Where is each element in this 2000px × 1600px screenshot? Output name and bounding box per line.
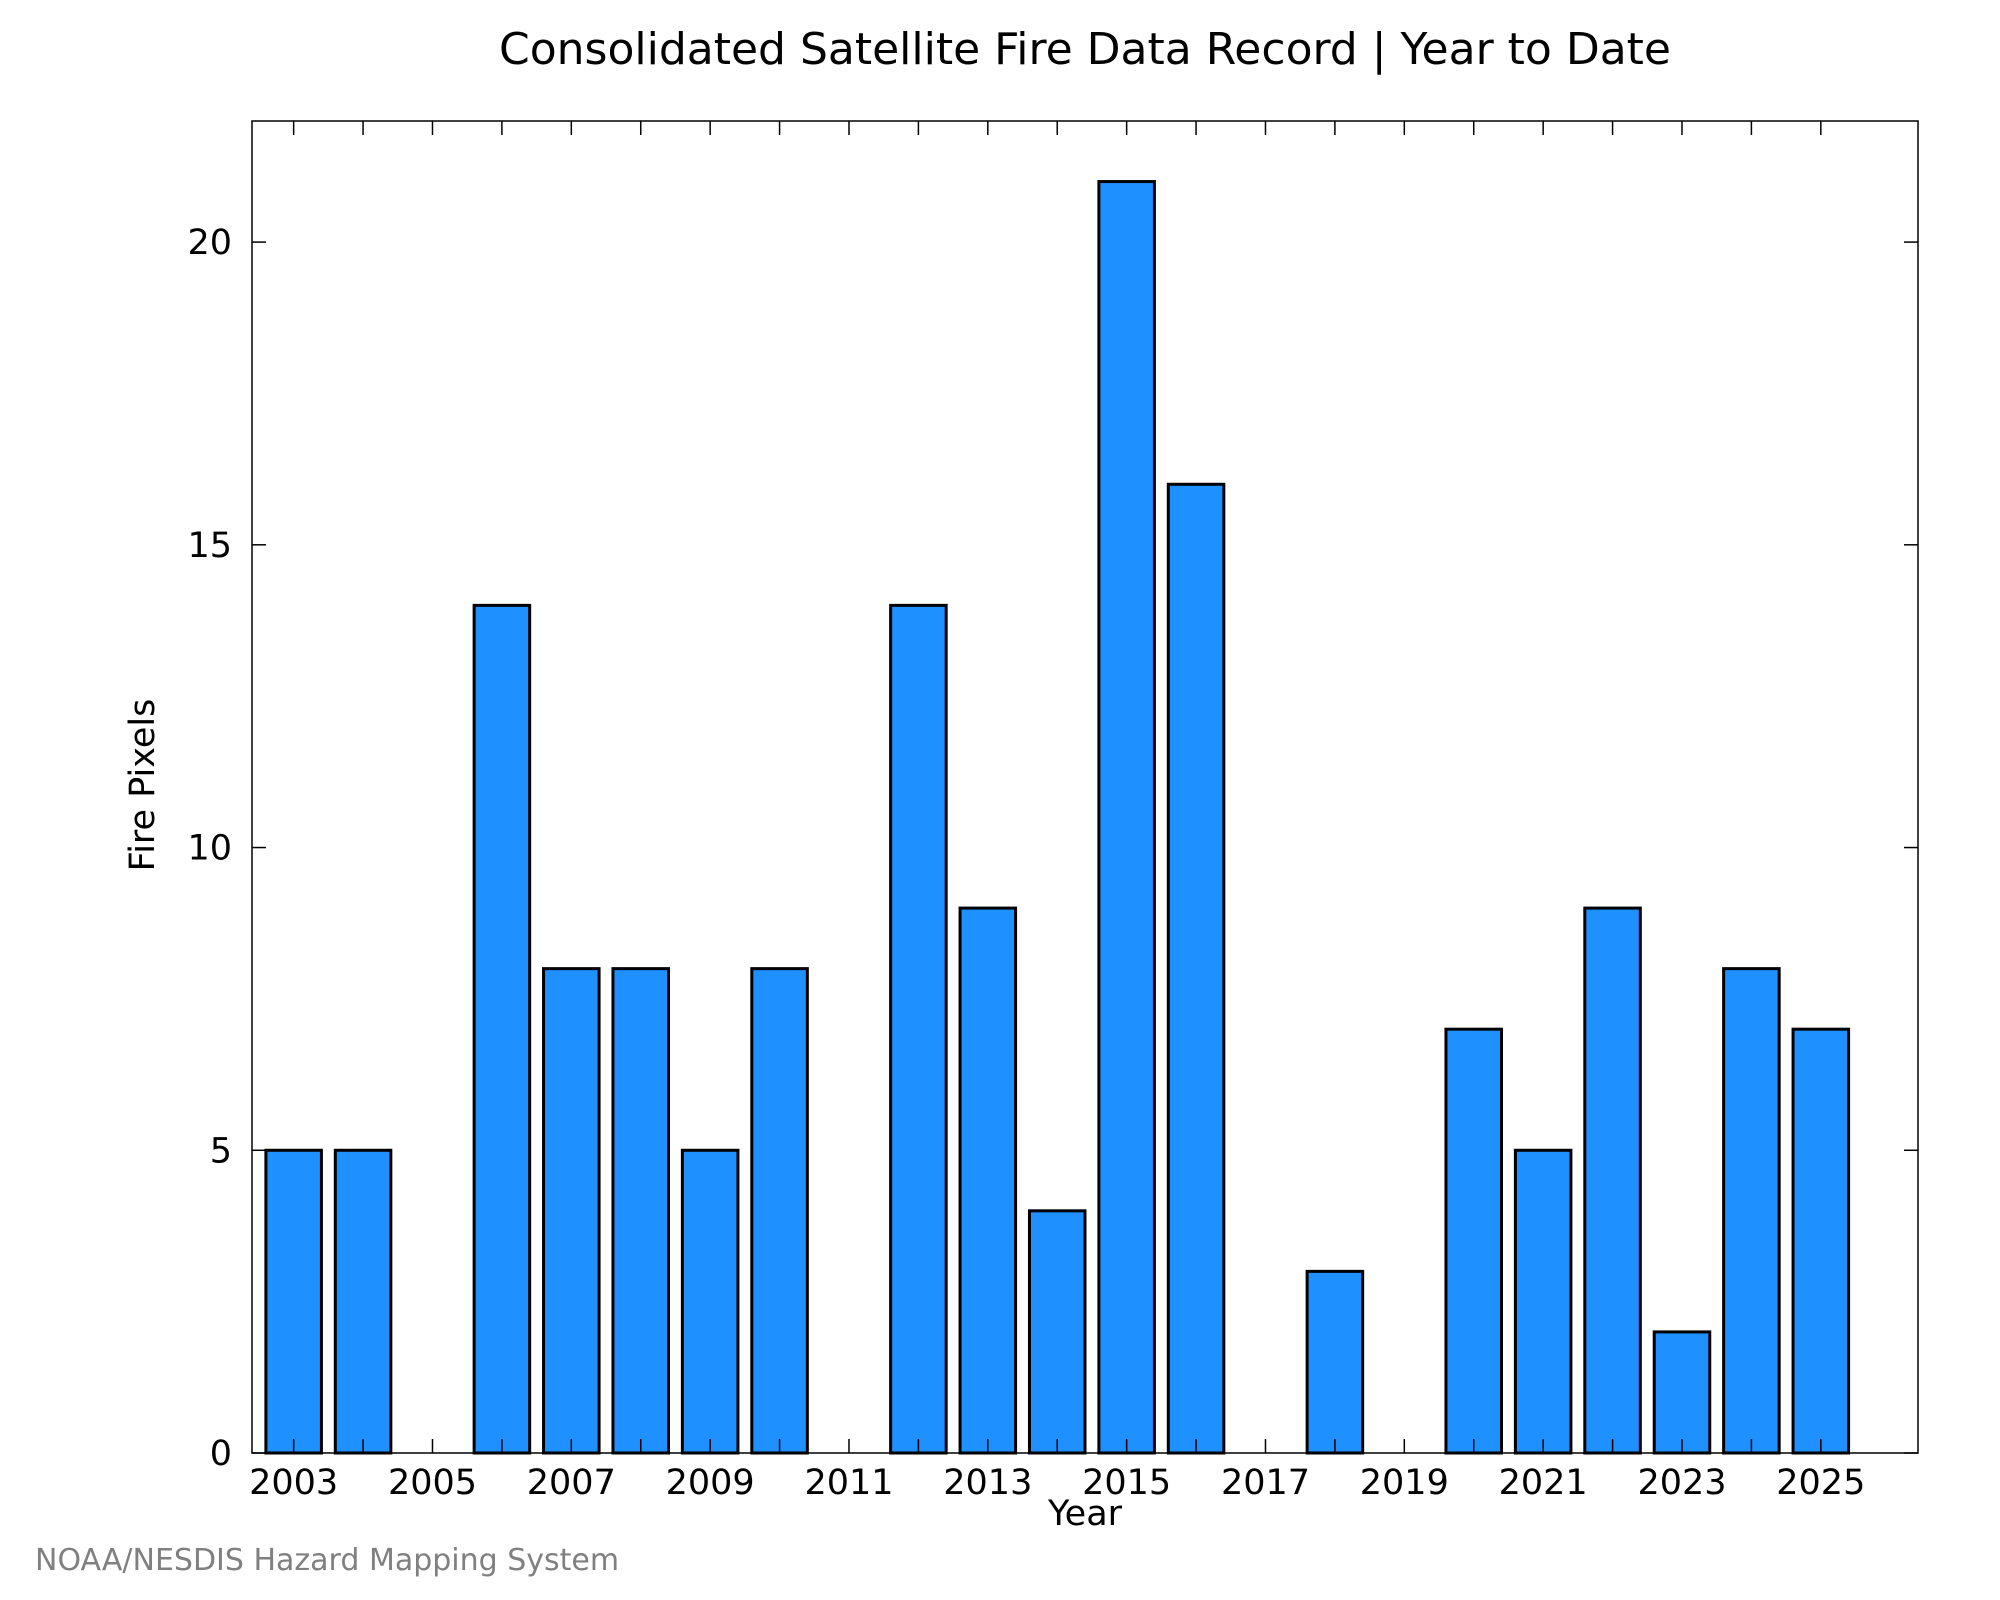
y-tick-label: 5 — [210, 1131, 232, 1171]
plot-frame — [251, 120, 1919, 1454]
bar-2018 — [1305, 1269, 1365, 1455]
bar-2016 — [1166, 482, 1226, 1455]
bar-2010 — [750, 967, 809, 1455]
bar-2007 — [542, 967, 601, 1455]
y-tick-label: 10 — [187, 829, 232, 869]
bar-2004 — [333, 1148, 393, 1455]
y-axis: 0 5 10 15 20 — [187, 223, 1918, 1474]
x-tick-label: 2019 — [1360, 1463, 1449, 1503]
bar-2024 — [1722, 967, 1781, 1455]
x-tick-label: 2005 — [388, 1463, 477, 1503]
x-tick-label: 2007 — [527, 1463, 616, 1503]
bar-2021 — [1513, 1148, 1573, 1455]
bar-2013 — [958, 906, 1018, 1455]
x-tick-label: 2015 — [1082, 1463, 1171, 1503]
x-tick-label: 2023 — [1637, 1463, 1726, 1503]
bar-2003 — [264, 1148, 323, 1455]
x-tick-label: 2021 — [1499, 1463, 1588, 1503]
bar-2014 — [1027, 1209, 1087, 1455]
bar-2022 — [1583, 906, 1642, 1455]
y-tick-label: 0 — [210, 1434, 232, 1474]
x-tick-label: 2013 — [943, 1463, 1032, 1503]
y-tick-label: 15 — [187, 526, 232, 566]
credit-text: NOAA/NESDIS Hazard Mapping System — [35, 1543, 619, 1578]
bar-2015 — [1097, 180, 1156, 1455]
x-tick-label: 2003 — [249, 1463, 338, 1503]
bar-2009 — [680, 1148, 740, 1455]
x-tick-label: 2011 — [804, 1463, 893, 1503]
bar-2020 — [1444, 1027, 1504, 1455]
bar-2012 — [889, 603, 948, 1455]
x-tick-label: 2009 — [666, 1463, 755, 1503]
bar-series — [264, 180, 1851, 1455]
x-axis-label: Year — [1047, 1494, 1123, 1534]
x-axis: 2003 2005 2007 2009 2011 2013 2015 2017 2019 2021… — [249, 121, 1865, 1503]
x-tick-label: 2017 — [1221, 1463, 1310, 1503]
chart-title: Consolidated Satellite Fire Data Record … — [499, 24, 1671, 75]
y-tick-label: 20 — [187, 223, 232, 263]
x-tick-label: 2025 — [1776, 1463, 1865, 1503]
bar-2008 — [611, 967, 671, 1455]
bar-2023 — [1652, 1330, 1712, 1455]
bar-2025 — [1791, 1027, 1851, 1455]
y-axis-label: Fire Pixels — [123, 699, 163, 872]
bar-2006 — [472, 603, 532, 1455]
